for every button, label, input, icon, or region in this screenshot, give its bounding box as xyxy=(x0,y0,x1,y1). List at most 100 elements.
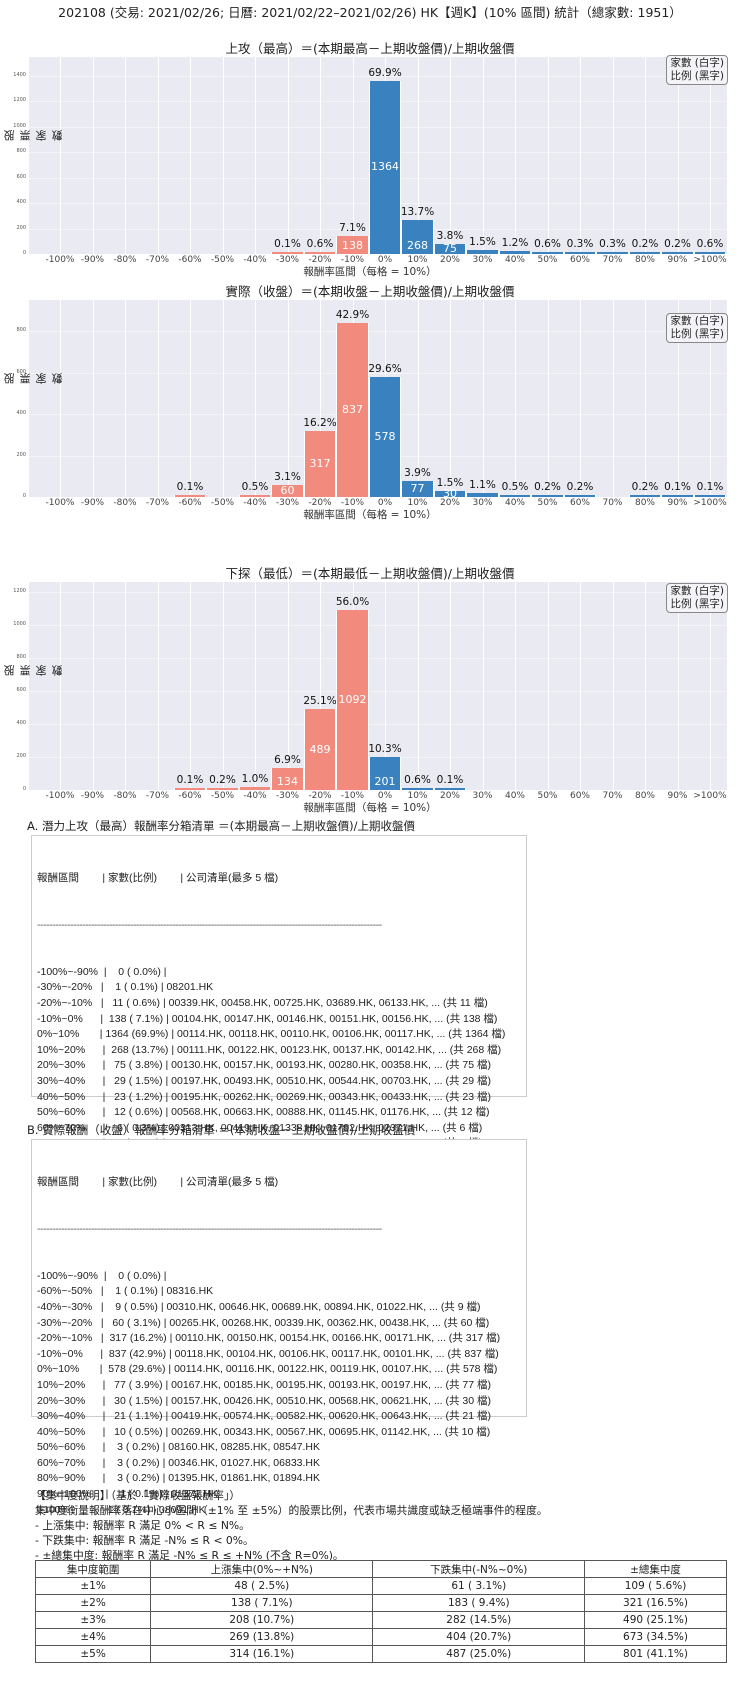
y-tick-label: 200 xyxy=(16,451,26,458)
y-tick-label: 400 xyxy=(16,199,26,206)
gridline xyxy=(645,300,646,497)
bar-pct-label: 0.1% xyxy=(664,480,691,493)
y-tick-label: 0 xyxy=(22,786,26,792)
gridline xyxy=(450,582,451,790)
gridline xyxy=(92,582,94,790)
cell: 321 (16.5%) xyxy=(584,1594,727,1612)
bar xyxy=(433,787,467,790)
bar xyxy=(401,787,434,790)
section-b-list: 報酬區間 | 家數(比例) | 公司清單(最多 5 檔) -----------… xyxy=(31,1139,527,1516)
gridline xyxy=(29,497,727,498)
list-rows: -100%~-90% | 0 ( 0.0%) | -60%~-50% | 1 ( … xyxy=(37,1269,522,1519)
gridline xyxy=(29,254,727,255)
gridline xyxy=(29,372,727,374)
list-item: 90%~100% | 1 ( 0.1%) | 01372.HK xyxy=(37,1488,218,1501)
y-tick-label: 0 xyxy=(22,493,26,499)
bar xyxy=(466,250,499,254)
x-tick-label: -40% xyxy=(243,791,267,801)
bar xyxy=(661,494,694,497)
section-a-title: A. 潛力上攻（最高）報酬率分箱清單 ＝(本期最高－上期收盤價)/上期收盤價 xyxy=(27,819,415,833)
cell: ±2% xyxy=(34,1594,152,1612)
gridline xyxy=(515,582,516,790)
bar-count-label: 578 xyxy=(374,430,396,444)
bar xyxy=(466,492,499,497)
cell: 282 (14.5%) xyxy=(372,1611,586,1629)
x-tick-label: -70% xyxy=(145,255,170,265)
x-tick-label: 40% xyxy=(504,498,525,508)
bar-pct-label: 0.6% xyxy=(534,237,561,250)
gridline xyxy=(92,57,94,254)
bar-pct-label: 0.1% xyxy=(176,773,204,786)
cell: 801 (41.1%) xyxy=(584,1645,727,1663)
section-a-list: 報酬區間 | 家數(比例) | 公司清單(最多 5 檔) -----------… xyxy=(31,835,527,1196)
section-b-title: B. 實際報酬（收盤）報酬率分箱清單 ＝(本期收盤－上期收盤價)/上期收盤價 xyxy=(27,1123,416,1137)
legend-pct-label: 比例 (黑字) xyxy=(670,598,724,610)
x-tick-label: -30% xyxy=(275,791,300,801)
bar xyxy=(271,251,304,254)
bar: 1364 xyxy=(368,80,402,254)
bar-pct-label: 7.1% xyxy=(339,222,366,235)
x-tick-label: -90% xyxy=(80,498,105,508)
table-row: ±4% 269 (13.8%) 404 (20.7%) 673 (34.5%) xyxy=(34,1628,727,1646)
bar-count-label: 489 xyxy=(309,742,331,756)
cell: 314 (16.1%) xyxy=(150,1645,374,1663)
bar-pct-label: 0.3% xyxy=(599,237,626,250)
x-tick-label: -90% xyxy=(80,255,105,265)
gridline xyxy=(417,300,419,497)
list-header: 報酬區間 | 家數(比例) | 公司清單(最多 5 檔) xyxy=(37,872,279,885)
x-tick-label: 0% xyxy=(377,791,393,801)
y-tick-label: 400 xyxy=(16,719,26,726)
cell: 208 (10.7%) xyxy=(150,1611,374,1629)
gridline xyxy=(60,300,61,497)
bar-count-label: 75 xyxy=(443,242,457,256)
gridline xyxy=(385,582,386,790)
bar xyxy=(661,251,694,254)
list-separator: ----------------------------------------… xyxy=(37,918,382,931)
gridline xyxy=(547,582,549,790)
y-tick-label: 200 xyxy=(16,224,26,231)
x-tick-label: 10% xyxy=(407,498,428,508)
cell: ±4% xyxy=(34,1628,152,1646)
gridline xyxy=(482,582,484,790)
gridline xyxy=(29,723,727,725)
list-item: 0%~10% | 578 (29.6%) | 00114.HK, 00116.H… xyxy=(37,1363,498,1376)
gridline xyxy=(125,300,126,497)
bar xyxy=(498,494,532,497)
gridline xyxy=(677,582,679,790)
gridline xyxy=(515,300,516,497)
gridline xyxy=(677,57,679,254)
list-item: 40%~50% | 23 ( 1.2%) | 00195.HK, 00262.H… xyxy=(37,1090,492,1103)
gridline xyxy=(320,57,321,254)
x-tick-label: 40% xyxy=(504,791,525,801)
cell: 487 (25.0%) xyxy=(372,1645,586,1663)
x-tick-label: 60% xyxy=(569,498,590,508)
legend-pct-label: 比例 (黑字) xyxy=(670,328,724,340)
cell: 673 (34.5%) xyxy=(584,1628,727,1646)
x-tick-label: 10% xyxy=(407,791,428,801)
gridline xyxy=(29,76,727,78)
gridline xyxy=(547,300,549,497)
gridline xyxy=(157,57,159,254)
bar-count-label: 134 xyxy=(277,775,298,788)
bar: 268 xyxy=(401,219,434,254)
table-header-row: 集中度範圍 上漲集中(0%~+N%) 下跌集中(-N%~0%) ±總集中度 xyxy=(34,1560,727,1578)
header-range: 集中度範圍 xyxy=(34,1560,152,1578)
gridline xyxy=(190,300,191,497)
gridline xyxy=(222,57,224,254)
bar-pct-label: 0.1% xyxy=(696,480,724,493)
cell: 490 (25.1%) xyxy=(584,1611,727,1629)
x-tick-label: -20% xyxy=(308,255,332,265)
gridline xyxy=(60,582,61,790)
bar-pct-label: 1.5% xyxy=(436,476,464,489)
gridline xyxy=(580,582,581,790)
legend: 家數 (白字) 比例 (黑字) xyxy=(666,583,728,613)
bar-pct-label: 0.1% xyxy=(274,237,301,250)
gridline xyxy=(60,57,61,254)
bar-pct-label: 0.2% xyxy=(209,773,236,786)
x-axis-label: 報酬率區間（每格 = 10%） xyxy=(303,802,437,814)
list-item: 80%~90% | 3 ( 0.2%) | 01395.HK, 01861.HK… xyxy=(37,1472,320,1485)
gridline xyxy=(125,582,126,790)
y-tick-label: 1000 xyxy=(13,122,26,129)
x-tick-label: -100% xyxy=(45,255,75,265)
gridline xyxy=(450,57,451,254)
